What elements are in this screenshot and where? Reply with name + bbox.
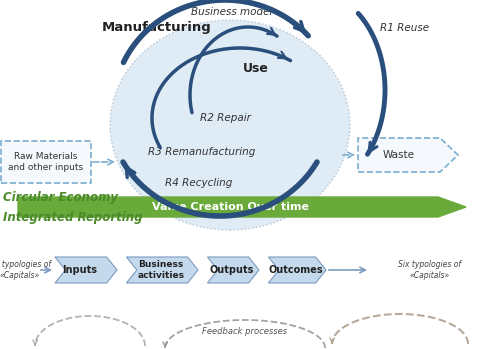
Text: Value Creation Over time: Value Creation Over time [151, 202, 308, 212]
Text: Feedback processes: Feedback processes [203, 327, 287, 336]
Text: Inputs: Inputs [63, 265, 98, 275]
Text: Business model: Business model [191, 7, 273, 17]
Polygon shape [358, 138, 458, 172]
Text: Circular Economy: Circular Economy [3, 192, 118, 205]
Text: R1 Reuse: R1 Reuse [380, 23, 429, 33]
Text: Outputs: Outputs [210, 265, 254, 275]
Text: Manufacturing: Manufacturing [102, 22, 212, 35]
Text: Use: Use [243, 61, 269, 74]
Polygon shape [126, 257, 198, 283]
Text: Six typologies of
«Capitals»: Six typologies of «Capitals» [0, 260, 51, 280]
Ellipse shape [110, 20, 350, 230]
Text: Business
activities: Business activities [137, 260, 184, 280]
Text: R4 Recycling: R4 Recycling [165, 178, 233, 188]
Text: R2 Repair: R2 Repair [200, 113, 251, 123]
Text: Waste: Waste [383, 150, 415, 160]
FancyBboxPatch shape [1, 141, 91, 183]
Text: Six typologies of
«Capitals»: Six typologies of «Capitals» [398, 260, 462, 280]
Text: Outcomes: Outcomes [269, 265, 323, 275]
Text: Raw Materials
and other inputs: Raw Materials and other inputs [8, 152, 84, 172]
Text: R3 Remanufacturing: R3 Remanufacturing [148, 147, 255, 157]
Polygon shape [55, 257, 117, 283]
Text: Integrated Reporting: Integrated Reporting [3, 211, 142, 224]
Polygon shape [268, 257, 326, 283]
FancyArrow shape [18, 197, 466, 217]
Polygon shape [207, 257, 259, 283]
